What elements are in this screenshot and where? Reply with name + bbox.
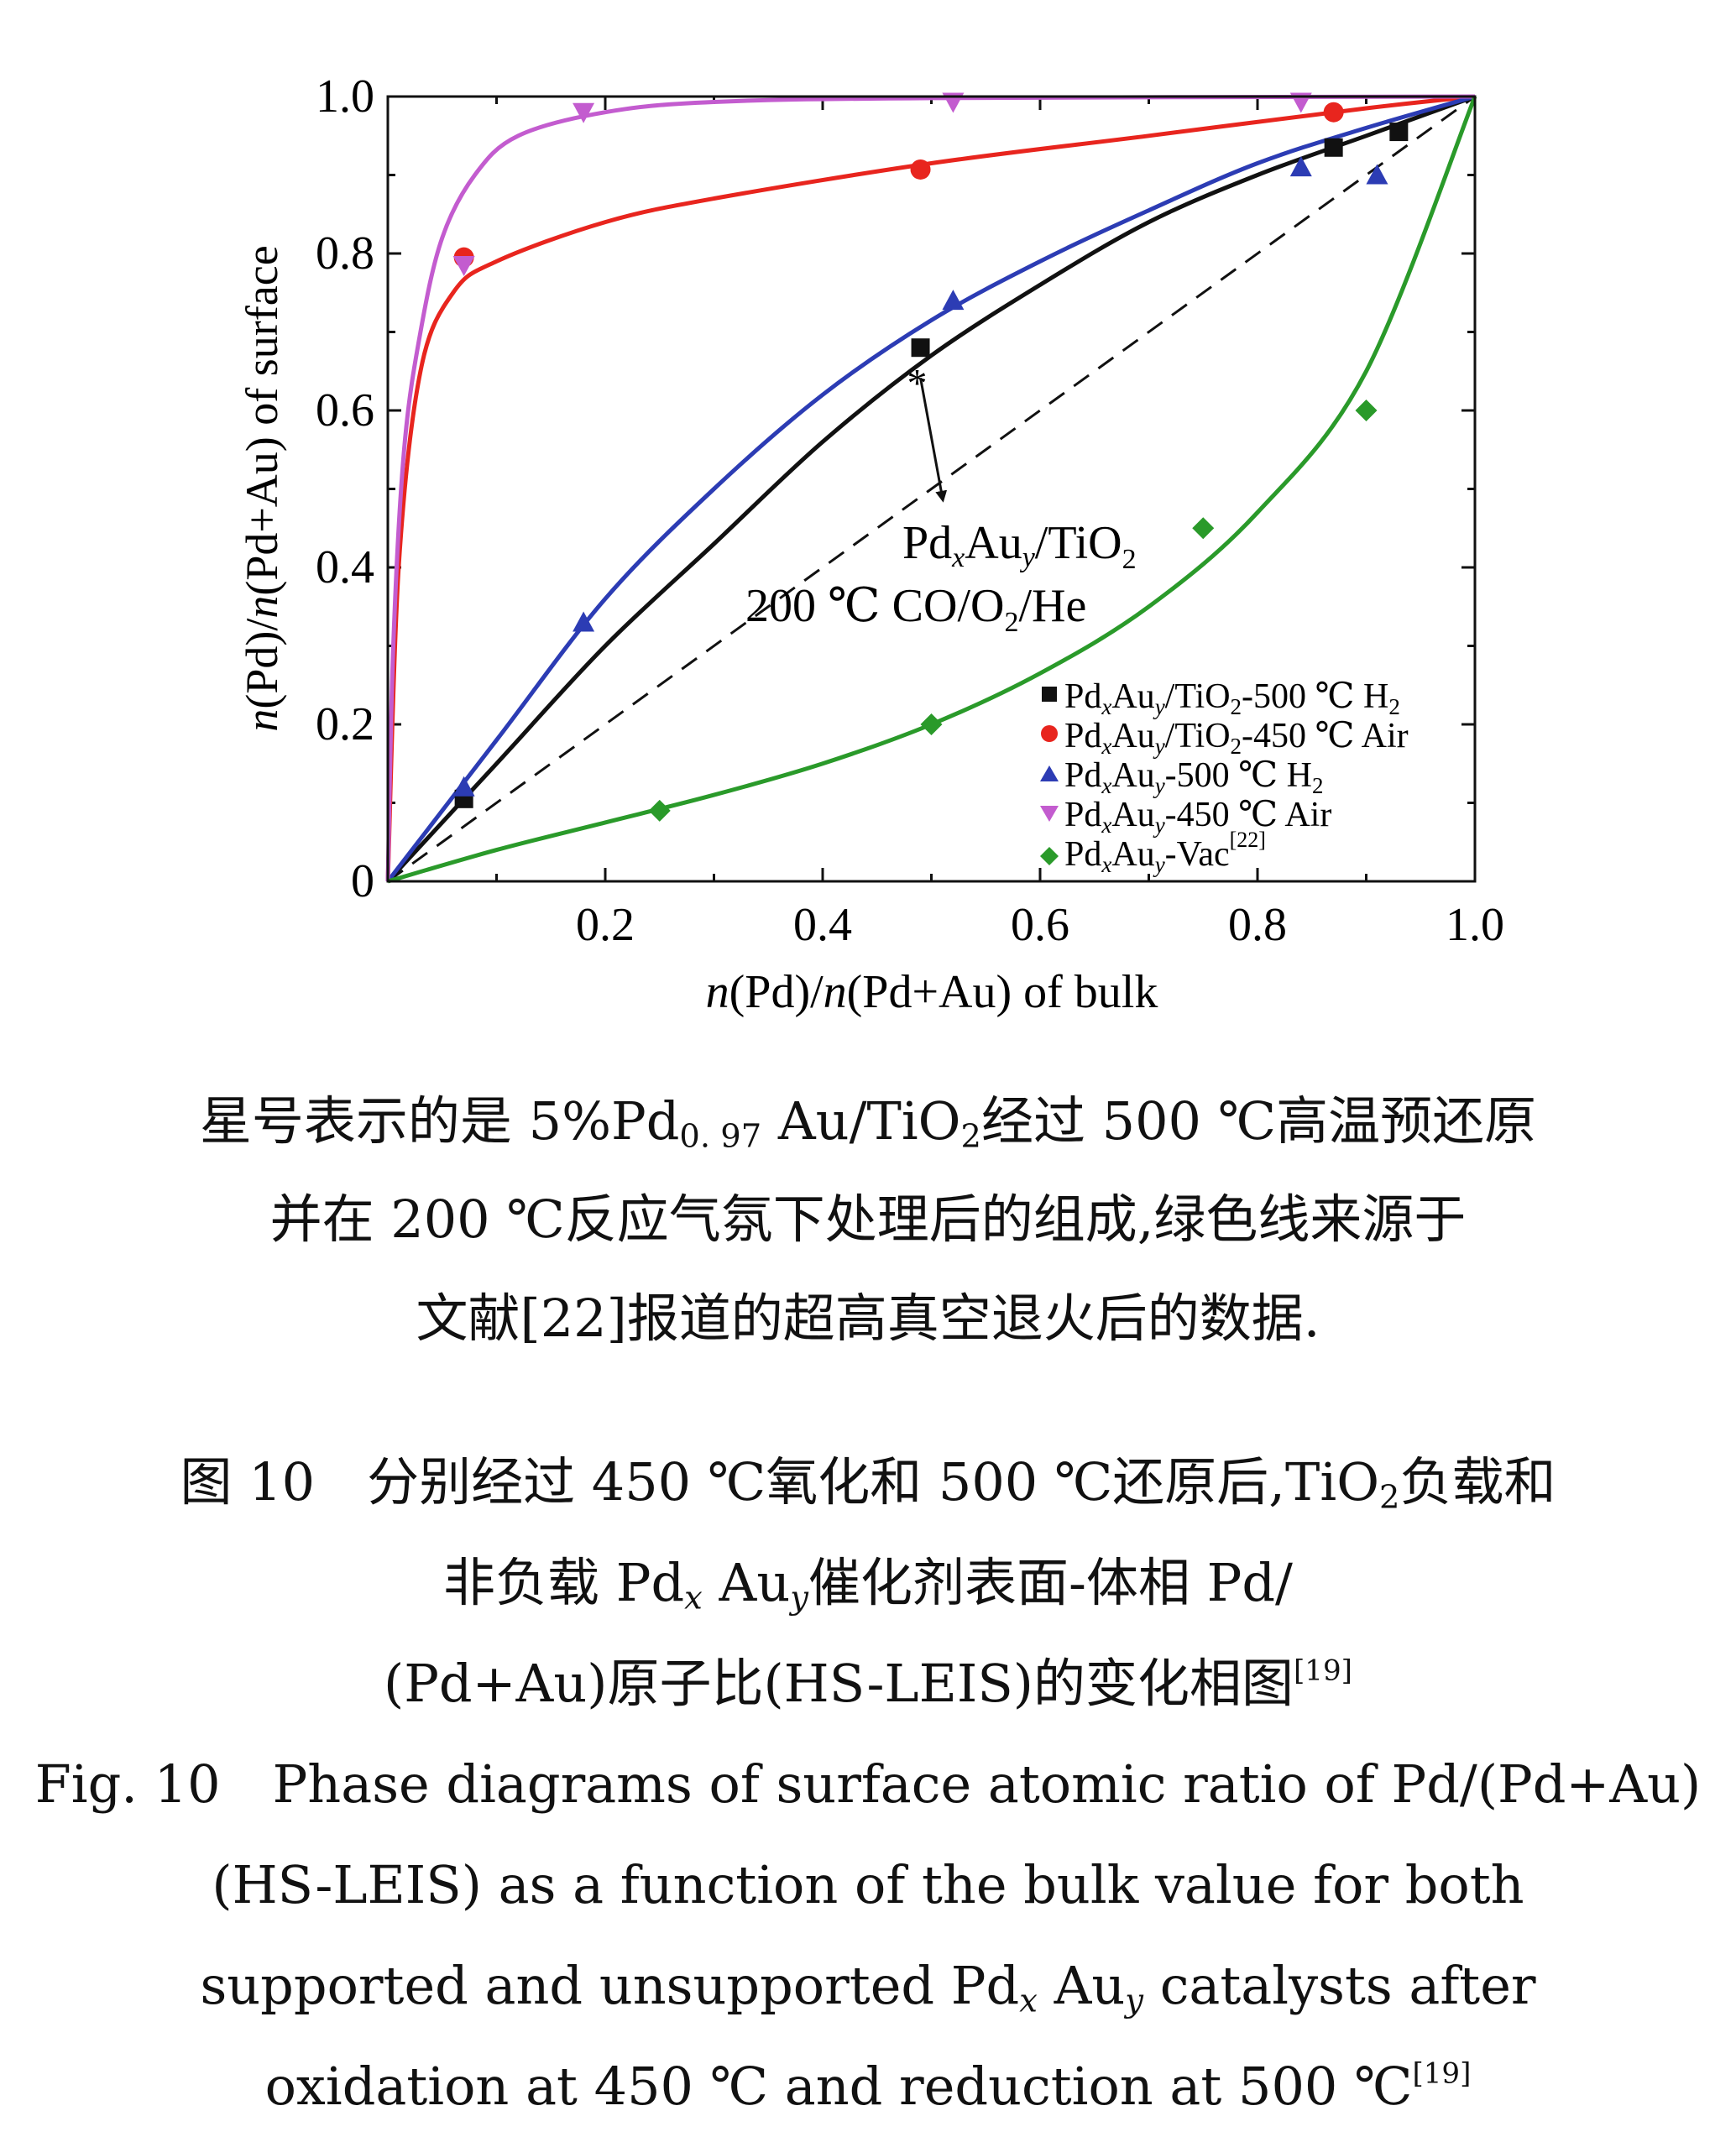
legend-marker-square [1042, 687, 1057, 702]
plot-area-frame [386, 95, 1477, 883]
y-tick-label: 0.2 [316, 698, 374, 750]
star-note-line-3: 文献[22]报道的超高真空退火后的数据. [416, 1288, 1320, 1349]
x-tick-label: 0.4 [793, 899, 852, 951]
data-point-h2_unsup [1366, 164, 1388, 185]
data-point-h2_unsup [1289, 156, 1312, 177]
figure-caption-cn-line-2: 非负载 Pdx Auy催化剂表面-体相 Pd/ [443, 1552, 1293, 1617]
data-point-air_unsup [1289, 92, 1312, 113]
y-tick-label: 0 [351, 855, 374, 907]
legend: PdxAuy/TiO2-500 ℃ H2 PdxAuy/TiO2-450 ℃ A… [1040, 677, 1409, 877]
legend-label-vac: PdxAuy-Vac[22] [1064, 828, 1266, 877]
series-curve-h2_tio2 [386, 94, 1476, 883]
legend-label-h2-unsupported: PdxAuy-500 ℃ H2 [1064, 756, 1323, 798]
legend-label-air-tio2: PdxAuy/TiO2-450 ℃ Air [1064, 717, 1409, 759]
y-tick-label: 0.8 [316, 227, 374, 280]
figure-caption-cn-line-1: 图 10 分别经过 450 ℃氧化和 500 ℃还原后,TiO2负载和 [180, 1451, 1556, 1517]
y-tick-label: 1.0 [316, 71, 374, 123]
data-point-h2_unsup [573, 611, 595, 632]
legend-entry-air-tio2: PdxAuy/TiO2-450 ℃ Air [1041, 717, 1409, 759]
y-axis-label: n(Pd)/n(Pd+Au) of surface [237, 245, 287, 731]
series-curve-air_tio2 [385, 94, 1476, 882]
diagonal-reference-line [387, 95, 1476, 883]
series-curve-h2_unsup [386, 94, 1476, 883]
data-point-air_unsup [942, 92, 965, 113]
series-curve-air_unsup [385, 94, 1476, 882]
figure-caption-en-line-3: supported and unsupported Pdx Auy cataly… [200, 1955, 1536, 2020]
data-point-air_tio2 [1323, 102, 1344, 123]
data-point-h2_tio2 [1389, 123, 1409, 142]
data-point-h2_unsup [452, 776, 475, 797]
data-point-air_tio2 [910, 159, 931, 180]
legend-marker-circle [1041, 725, 1058, 742]
legend-entry-vac: PdxAuy-Vac[22] [1040, 828, 1266, 877]
star-note-line-2: 并在 200 ℃反应气氛下处理后的组成,绿色线来源于 [269, 1189, 1467, 1250]
legend-entry-air-unsupported: PdxAuy-450 ℃ Air [1040, 796, 1331, 838]
data-point-air_unsup [573, 102, 595, 123]
legend-marker-triangle-up [1040, 765, 1059, 781]
annotation-line-2: 200 ℃ CO/O2/He [745, 580, 1086, 638]
legend-marker-diamond [1040, 847, 1059, 865]
annotation-line-1: PdxAuy/TiO2 [902, 517, 1137, 575]
figure-caption-en-line-2: (HS-LEIS) as a function of the bulk valu… [212, 1854, 1524, 1915]
y-tick-label: 0.4 [316, 541, 374, 593]
x-tick-label: 0.6 [1011, 899, 1069, 951]
phase-diagram-chart: 0.2 0.4 0.6 0.8 1.000.20.40.60.81.0 * n(Pd)/… [237, 71, 1504, 1018]
data-point-h2_tio2 [911, 338, 930, 358]
x-tick-label: 0.2 [576, 899, 635, 951]
star-note-line-1: 星号表示的是 5%Pd0. 97 Au/TiO2经过 500 ℃高温预还原 [199, 1090, 1537, 1156]
y-tick-label: 0.6 [316, 384, 374, 436]
legend-label-air-unsupported: PdxAuy-450 ℃ Air [1064, 796, 1331, 838]
figure-caption-cn-line-3: (Pd+Au)原子比(HS-LEIS)的变化相图[19] [384, 1653, 1352, 1714]
legend-marker-triangle-down [1040, 806, 1059, 822]
x-tick-label: 0.8 [1228, 899, 1287, 951]
series-curve-vac [387, 96, 1477, 884]
legend-entry-h2-unsupported: PdxAuy-500 ℃ H2 [1040, 756, 1323, 798]
x-tick-label: 1.0 [1446, 899, 1504, 951]
annotation-arrow [919, 377, 948, 503]
data-point-vac [1355, 400, 1378, 421]
legend-label-h2-tio2: PdxAuy/TiO2-500 ℃ H2 [1064, 677, 1400, 719]
data-point-vac [648, 799, 671, 822]
x-axis-label: n(Pd)/n(Pd+Au) of bulk [706, 966, 1158, 1018]
data-point-h2_unsup [942, 290, 965, 311]
data-point-h2_tio2 [1324, 138, 1343, 157]
data-point-air_unsup [452, 256, 475, 277]
data-point-vac [1192, 517, 1215, 540]
figure-caption-en-line-4: oxidation at 450 ℃ and reduction at 500 … [264, 2056, 1472, 2117]
figure-caption-en-line-1: Fig. 10 Phase diagrams of surface atomic… [34, 1753, 1702, 1815]
data-point-vac [920, 713, 943, 735]
legend-entry-h2-tio2: PdxAuy/TiO2-500 ℃ H2 [1042, 677, 1400, 719]
